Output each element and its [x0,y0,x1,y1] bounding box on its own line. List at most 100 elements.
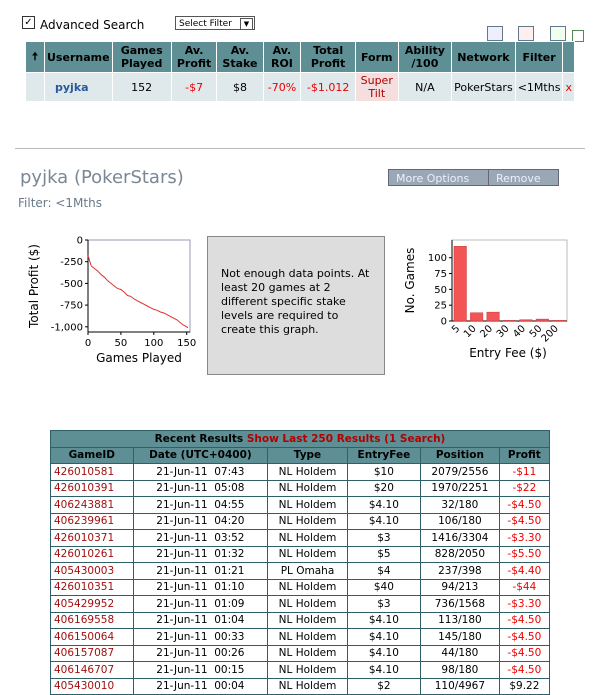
cell[interactable]: 406150064 [50,628,134,646]
cell: 828/2050 [420,545,500,563]
cell: $3 [346,595,422,613]
button[interactable]: Remove [488,169,559,186]
bar [519,319,533,322]
cell: 21-Jun-11 01:21 [132,562,269,580]
cell: 21-Jun-11 01:10 [132,578,269,596]
y-tick-label: -1,000 [51,322,83,333]
cell[interactable]: 406157087 [50,644,134,662]
result-row: 426010261 21-Jun-11 01:32 NL Holdem $5 828/2… [50,545,551,563]
cell[interactable]: 406169558 [50,611,134,629]
charts: 0 -250 -500 -750 -1,000 Total Profit ($) Games… [27,236,568,365]
cell: 736/1568 [420,595,500,613]
results-link[interactable]: Show Last 250 Results (1 Search) [246,432,446,445]
cell: 32/180 [420,496,500,514]
cell[interactable]: 426010261 [50,545,134,563]
result-row: 405430010 21-Jun-11 00:04 NL Holdem $2 110/4… [50,677,551,695]
cell[interactable]: 406243881 [50,496,134,514]
cell: NL Holdem [267,463,348,481]
column-header: EntryFee [346,446,422,464]
cell: $10 [346,463,422,481]
cell: -$4.50 [498,611,551,629]
result-row: 426010351 21-Jun-11 01:10 NL Holdem $40 94/2… [50,578,551,596]
result-row: 426010581 21-Jun-11 07:43 NL Holdem $10 2079… [50,463,551,481]
filter-select[interactable]: Select Filter ▼ [175,16,255,30]
cell[interactable]: 426010351 [50,578,134,596]
cell: -$4.50 [498,644,551,662]
icon[interactable] [550,26,566,41]
x-tick-label: 10 [462,323,479,340]
cell[interactable]: 406239961 [50,512,134,530]
y-tick-label: 100 [428,253,447,264]
cell[interactable]: 426010371 [50,529,134,547]
x-axis-label: Entry Fee ($) [469,346,547,360]
cell: <1Mths [514,72,564,102]
cell: NL Holdem [267,595,348,613]
cell: PL Omaha [267,562,348,580]
cell: N/A [397,72,453,102]
cell[interactable]: 426010581 [50,463,134,481]
cell: PokerStars [451,72,516,102]
cell: $4.10 [346,628,422,646]
cell: 21-Jun-11 00:26 [132,644,269,662]
cell[interactable]: 426010391 [50,479,134,497]
icon[interactable] [572,30,584,42]
y-tick-label: -750 [60,301,83,312]
cell: 21-Jun-11 01:09 [132,595,269,613]
cell: 113/180 [420,611,500,629]
column-header: Games Played [111,41,172,73]
x-tick-label: 200 [540,323,561,344]
cell: $2 [346,677,422,695]
x-tick-label: 20 [478,323,495,340]
icon[interactable] [518,26,534,41]
cell: NL Holdem [267,611,348,629]
cell: -$22 [498,479,551,497]
cell: x [562,72,575,102]
cell: 21-Jun-11 04:20 [132,512,269,530]
bar [470,312,484,322]
y-tick-label: 75 [434,269,447,280]
column-header: Form [354,41,399,73]
cell: 21-Jun-11 01:32 [132,545,269,563]
cell[interactable]: 405430010 [50,677,134,695]
result-row: 406239961 21-Jun-11 04:20 NL Holdem $4.10 10… [50,512,551,530]
cell: $4.10 [346,512,422,530]
y-tick-label: 0 [441,317,447,328]
cell[interactable]: pyjka [44,72,113,102]
sort-arrow[interactable]: 🠅 [25,41,45,73]
result-row: 406243881 21-Jun-11 04:55 NL Holdem $4.10 32… [50,496,551,514]
cell: 21-Jun-11 00:04 [132,677,269,695]
y-axis-label: No. Games [403,248,417,314]
cell: $5 [346,545,422,563]
cell[interactable]: 406146707 [50,661,134,679]
checkbox[interactable]: ✓ [22,16,35,29]
cell: -$44 [498,578,551,596]
button[interactable]: More Options [388,169,489,186]
cell: 21-Jun-11 05:08 [132,479,269,497]
bar [535,318,549,322]
column-header [562,41,575,73]
divider [15,148,585,149]
icon[interactable] [487,26,503,41]
cell: 145/180 [420,628,500,646]
cell: 1416/3304 [420,529,500,547]
cell: 44/180 [420,644,500,662]
cell: -$5.50 [498,545,551,563]
cell: 21-Jun-11 03:52 [132,529,269,547]
bar [503,320,516,322]
select-text: Select Filter [179,19,232,29]
x-tick-label: 150 [177,338,196,349]
cell: 21-Jun-11 04:55 [132,496,269,514]
cell: 94/213 [420,578,500,596]
player-title: pyjka (PokerStars) [20,167,184,188]
x-tick-label: 5 [450,323,462,335]
cell[interactable]: 405430003 [50,562,134,580]
message-box: Not enough data points. At least 20 game… [207,236,385,375]
cell[interactable]: 405429952 [50,595,134,613]
bar [453,246,467,322]
cell: -$4.50 [498,496,551,514]
x-tick-label: 30 [495,323,512,340]
column-header: Filter [514,41,564,73]
cell: -$4.40 [498,562,551,580]
x-tick-label: 50 [115,338,128,349]
